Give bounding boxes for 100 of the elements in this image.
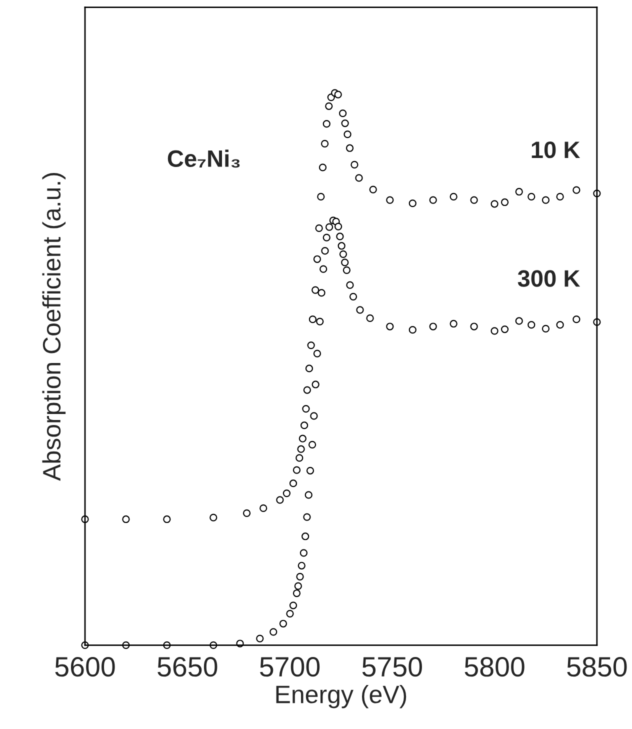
point (320, 265, 328, 273)
point (515, 188, 523, 196)
point (342, 266, 351, 274)
x-tick-label: 5750 (362, 657, 422, 677)
point (317, 192, 325, 201)
point (270, 628, 278, 636)
point (315, 224, 323, 232)
point (490, 200, 498, 208)
x-tick-label: 5700 (260, 657, 320, 677)
point (338, 110, 347, 118)
point (313, 350, 322, 358)
point (298, 562, 306, 570)
point (339, 250, 348, 258)
point (260, 504, 268, 512)
point (369, 186, 377, 194)
point (386, 322, 394, 330)
point (490, 327, 498, 335)
point (542, 196, 550, 204)
point (470, 196, 478, 204)
point (344, 130, 352, 138)
point (386, 196, 394, 204)
point (322, 120, 330, 128)
point (302, 404, 310, 413)
point (292, 589, 301, 598)
point (556, 321, 564, 329)
point (307, 341, 315, 350)
point (334, 90, 342, 98)
x-tick-label: 5850 (567, 657, 627, 677)
point (312, 286, 320, 294)
point (429, 322, 437, 330)
point (500, 198, 509, 206)
point (303, 513, 311, 521)
point (528, 192, 536, 201)
point (122, 515, 130, 524)
point (450, 320, 458, 328)
point (310, 412, 318, 420)
point (302, 532, 310, 540)
point (292, 466, 301, 474)
point (338, 242, 346, 250)
point (349, 292, 358, 300)
point (289, 480, 298, 488)
point (542, 324, 550, 333)
point (297, 445, 305, 453)
x-tick-label: 5800 (464, 657, 524, 677)
point (429, 196, 437, 204)
point (306, 466, 314, 474)
point (312, 380, 320, 388)
point (163, 515, 171, 524)
point (556, 192, 564, 201)
point (242, 509, 251, 517)
point (321, 247, 329, 255)
point (528, 321, 536, 329)
point (572, 316, 580, 324)
point (346, 281, 354, 289)
point (308, 440, 316, 449)
point (500, 325, 509, 334)
point (356, 306, 364, 314)
point (316, 318, 324, 326)
point (289, 602, 298, 610)
point (300, 422, 308, 430)
point (296, 454, 304, 462)
point (210, 514, 218, 522)
point (572, 186, 580, 194)
point (346, 144, 354, 152)
point (256, 634, 264, 642)
point (450, 192, 458, 201)
point (305, 364, 314, 372)
series-label: 300 K (518, 270, 580, 287)
point (341, 119, 349, 128)
point (325, 223, 334, 231)
point (279, 620, 288, 628)
point (341, 258, 349, 266)
point (303, 386, 311, 394)
point (298, 434, 306, 442)
point (320, 140, 329, 148)
point (408, 200, 416, 208)
point (313, 255, 322, 263)
point (318, 164, 327, 172)
point (282, 489, 291, 498)
point (300, 549, 308, 557)
point (322, 234, 330, 242)
point (294, 582, 302, 590)
point (470, 322, 478, 330)
point (350, 160, 358, 168)
point (355, 174, 363, 182)
point (366, 314, 374, 322)
point (308, 316, 317, 324)
x-tick-label: 5600 (55, 657, 115, 677)
point (276, 496, 284, 504)
point (334, 222, 342, 230)
point (286, 610, 294, 618)
point (304, 491, 312, 499)
x-axis-title: Energy (eV) (276, 684, 406, 708)
point (336, 232, 344, 240)
point (296, 572, 304, 580)
y-axis-title: Absorption Coefficient (a.u.) (42, 173, 66, 481)
series-label: 10 K (532, 141, 580, 158)
point (318, 289, 326, 297)
annotation: Ce₇Ni₃ (168, 150, 240, 168)
point (408, 326, 416, 334)
